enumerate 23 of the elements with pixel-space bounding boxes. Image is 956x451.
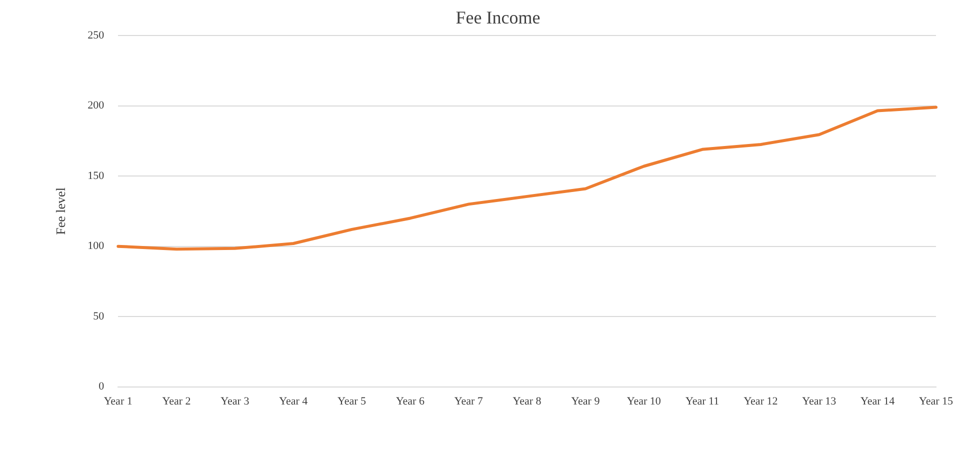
x-tick-label: Year 8 [512,395,542,408]
x-tick-label: Year 9 [571,395,600,408]
x-tick-label: Year 7 [454,395,484,408]
x-tick-label: Year 5 [338,395,367,408]
y-tick-label: 250 [88,29,105,42]
x-tick-label: Year 3 [220,395,250,408]
y-tick-label: 150 [88,170,105,182]
y-axis-title: Fee level [53,187,68,235]
x-tick-label: Year 1 [104,395,132,408]
x-tick-label: Year 12 [744,395,778,408]
x-tick-label: Year 10 [626,395,662,408]
y-tick-label: 0 [98,380,105,393]
x-tick-label: Year 14 [860,395,896,408]
x-tick-label: Year 6 [396,395,425,408]
x-tick-label: Year 13 [802,395,837,408]
x-tick-label: Year 15 [918,395,954,408]
x-tick-label: Year 11 [685,395,720,408]
chart-title: Fee Income [456,8,540,28]
x-tick-label: Year 2 [162,395,191,408]
y-tick-label: 200 [88,100,105,112]
y-tick-label: 100 [88,240,105,252]
x-tick-label: Year 4 [279,395,308,408]
y-tick-label: 50 [93,310,105,322]
